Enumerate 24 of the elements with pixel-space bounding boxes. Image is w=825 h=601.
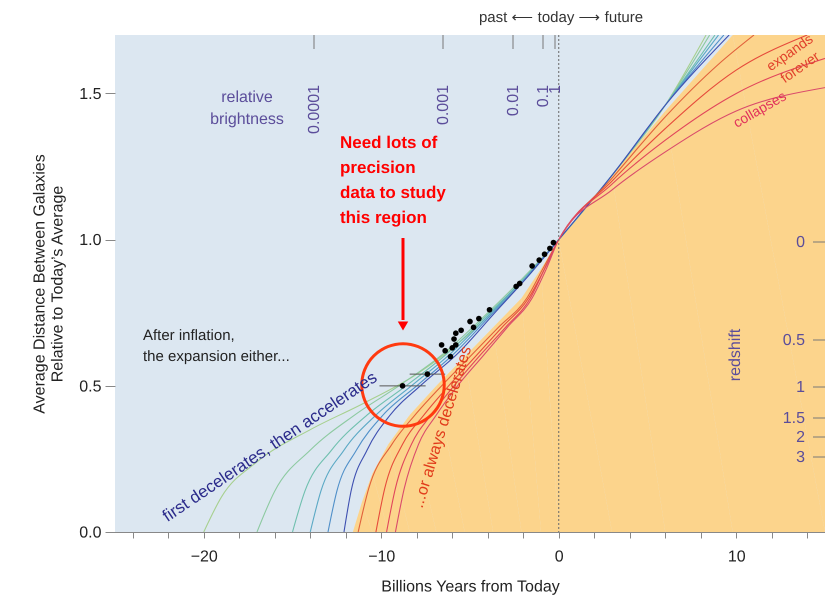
annotation: 3 [796,449,806,466]
y-tick-label: 0.5 [79,378,102,396]
annotation: 2 [796,429,806,446]
y-axis-title: Average Distance Between Galaxies Relative to Today’s Average [31,154,66,414]
text: past ⟵ today ⟶ future [478,9,644,26]
y-tick-label: 0.0 [79,524,102,542]
annotation: After inflation, the expansion either... [143,327,290,365]
annotation: relative brightness [210,89,284,128]
annotation: 1.5 [782,410,806,427]
annotation: 0.5 [782,332,806,349]
annotation: Need lots of precision data to study this region [340,133,446,227]
x-tick-label: 0 [554,548,564,566]
y-tick-label: 1.5 [79,86,102,103]
x-axis-title: Billions Years from Today [381,578,560,596]
annotation: 0.0001 [306,84,323,134]
y-tick-label: 1.0 [79,232,102,250]
annotation: 0.001 [435,84,452,126]
x-tick-label: 10 [728,548,746,566]
x-tick-label: −20 [190,548,218,566]
annotation: 0.01 [505,84,522,116]
annotation: 0 [796,234,806,251]
annotation: 1 [796,379,806,396]
annotation: redshift [727,328,744,382]
x-tick-label: −10 [368,548,396,566]
